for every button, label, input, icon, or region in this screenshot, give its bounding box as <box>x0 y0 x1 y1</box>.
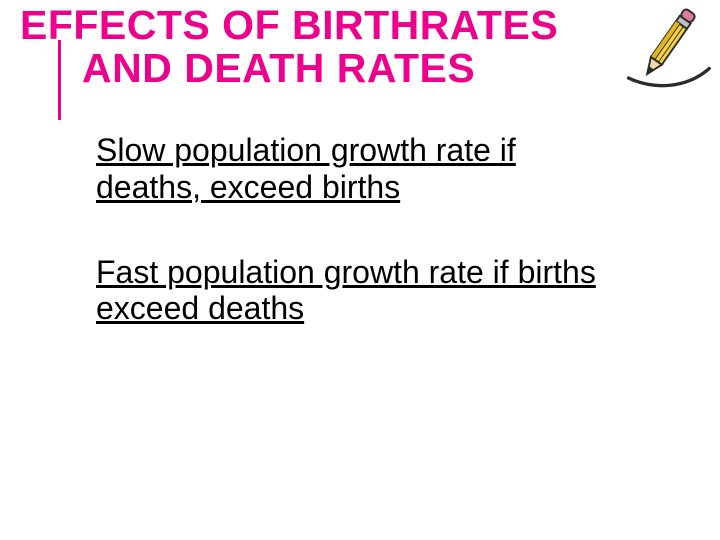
title-accent-rule <box>58 40 61 120</box>
slide-body: Slow population growth rate if deaths, e… <box>96 132 616 375</box>
title-line-1: EFFECTS OF BIRTHRATES <box>20 4 620 47</box>
bullet-1: Slow population growth rate if deaths, e… <box>96 132 616 206</box>
slide-title: EFFECTS OF BIRTHRATES AND DEATH RATES <box>20 4 620 90</box>
bullet-2: Fast population growth rate if births ex… <box>96 254 616 328</box>
slide: EFFECTS OF BIRTHRATES AND DEATH RATES Sl… <box>0 0 720 540</box>
title-line-2: AND DEATH RATES <box>20 47 620 90</box>
pencil-icon <box>619 2 714 97</box>
swoosh-icon <box>629 69 710 86</box>
